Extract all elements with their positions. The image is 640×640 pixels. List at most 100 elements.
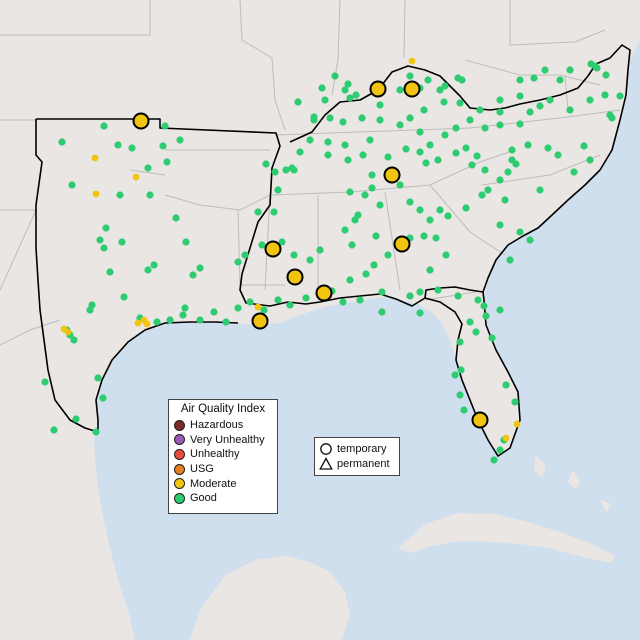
good-monitor-dot[interactable]	[496, 176, 504, 184]
good-monitor-dot[interactable]	[502, 381, 510, 389]
good-monitor-dot[interactable]	[496, 446, 504, 454]
good-monitor-dot[interactable]	[420, 232, 428, 240]
good-monitor-dot[interactable]	[270, 208, 278, 216]
good-monitor-dot[interactable]	[456, 99, 464, 107]
moderate-temporary-monitor[interactable]	[315, 284, 333, 302]
good-monitor-dot[interactable]	[351, 216, 359, 224]
good-monitor-dot[interactable]	[290, 251, 298, 259]
good-monitor-dot[interactable]	[302, 294, 310, 302]
good-monitor-dot[interactable]	[506, 256, 514, 264]
good-monitor-dot[interactable]	[416, 148, 424, 156]
good-monitor-dot[interactable]	[179, 311, 187, 319]
good-monitor-dot[interactable]	[326, 114, 334, 122]
good-monitor-dot[interactable]	[260, 306, 268, 314]
good-monitor-dot[interactable]	[70, 336, 78, 344]
good-monitor-dot[interactable]	[454, 292, 462, 300]
good-monitor-dot[interactable]	[120, 293, 128, 301]
good-monitor-dot[interactable]	[94, 374, 102, 382]
good-monitor-dot[interactable]	[181, 304, 189, 312]
good-monitor-dot[interactable]	[416, 128, 424, 136]
good-monitor-dot[interactable]	[96, 236, 104, 244]
good-monitor-dot[interactable]	[346, 188, 354, 196]
good-monitor-dot[interactable]	[159, 142, 167, 150]
moderate-monitor-dot[interactable]	[64, 328, 72, 336]
good-monitor-dot[interactable]	[501, 196, 509, 204]
good-monitor-dot[interactable]	[146, 191, 154, 199]
good-monitor-dot[interactable]	[468, 161, 476, 169]
good-monitor-dot[interactable]	[616, 92, 624, 100]
good-monitor-dot[interactable]	[480, 302, 488, 310]
good-monitor-dot[interactable]	[341, 226, 349, 234]
good-monitor-dot[interactable]	[473, 152, 481, 160]
good-monitor-dot[interactable]	[424, 76, 432, 84]
good-monitor-dot[interactable]	[481, 124, 489, 132]
good-monitor-dot[interactable]	[378, 308, 386, 316]
good-monitor-dot[interactable]	[541, 66, 549, 74]
good-monitor-dot[interactable]	[384, 251, 392, 259]
good-monitor-dot[interactable]	[100, 122, 108, 130]
good-monitor-dot[interactable]	[318, 84, 326, 92]
good-monitor-dot[interactable]	[587, 60, 595, 68]
good-monitor-dot[interactable]	[346, 276, 354, 284]
good-monitor-dot[interactable]	[182, 238, 190, 246]
good-monitor-dot[interactable]	[331, 72, 339, 80]
good-monitor-dot[interactable]	[481, 166, 489, 174]
good-monitor-dot[interactable]	[511, 398, 519, 406]
good-monitor-dot[interactable]	[241, 251, 249, 259]
good-monitor-dot[interactable]	[580, 142, 588, 150]
good-monitor-dot[interactable]	[484, 186, 492, 194]
good-monitor-dot[interactable]	[368, 171, 376, 179]
good-monitor-dot[interactable]	[441, 82, 449, 90]
good-monitor-dot[interactable]	[566, 66, 574, 74]
good-monitor-dot[interactable]	[434, 156, 442, 164]
good-monitor-dot[interactable]	[508, 146, 516, 154]
good-monitor-dot[interactable]	[496, 121, 504, 129]
good-monitor-dot[interactable]	[344, 80, 352, 88]
good-monitor-dot[interactable]	[490, 456, 498, 464]
good-monitor-dot[interactable]	[456, 338, 464, 346]
good-monitor-dot[interactable]	[196, 316, 204, 324]
good-monitor-dot[interactable]	[504, 168, 512, 176]
good-monitor-dot[interactable]	[466, 116, 474, 124]
good-monitor-dot[interactable]	[222, 318, 230, 326]
moderate-temporary-monitor[interactable]	[383, 166, 401, 184]
good-monitor-dot[interactable]	[384, 153, 392, 161]
good-monitor-dot[interactable]	[306, 256, 314, 264]
good-monitor-dot[interactable]	[432, 234, 440, 242]
good-monitor-dot[interactable]	[452, 149, 460, 157]
good-monitor-dot[interactable]	[586, 96, 594, 104]
good-monitor-dot[interactable]	[366, 136, 374, 144]
good-monitor-dot[interactable]	[442, 251, 450, 259]
good-monitor-dot[interactable]	[163, 158, 171, 166]
good-monitor-dot[interactable]	[306, 136, 314, 144]
good-monitor-dot[interactable]	[426, 216, 434, 224]
good-monitor-dot[interactable]	[536, 102, 544, 110]
good-monitor-dot[interactable]	[68, 181, 76, 189]
good-monitor-dot[interactable]	[196, 264, 204, 272]
good-monitor-dot[interactable]	[189, 271, 197, 279]
good-monitor-dot[interactable]	[150, 261, 158, 269]
good-monitor-dot[interactable]	[416, 206, 424, 214]
good-monitor-dot[interactable]	[294, 98, 302, 106]
good-monitor-dot[interactable]	[86, 306, 94, 314]
good-monitor-dot[interactable]	[346, 94, 354, 102]
moderate-monitor-dot[interactable]	[134, 319, 142, 327]
good-monitor-dot[interactable]	[72, 415, 80, 423]
moderate-temporary-monitor[interactable]	[369, 80, 387, 98]
good-monitor-dot[interactable]	[50, 426, 58, 434]
good-monitor-dot[interactable]	[362, 270, 370, 278]
good-monitor-dot[interactable]	[92, 428, 100, 436]
good-monitor-dot[interactable]	[526, 236, 534, 244]
good-monitor-dot[interactable]	[324, 138, 332, 146]
good-monitor-dot[interactable]	[426, 266, 434, 274]
good-monitor-dot[interactable]	[356, 296, 364, 304]
good-monitor-dot[interactable]	[352, 91, 360, 99]
good-monitor-dot[interactable]	[153, 318, 161, 326]
good-monitor-dot[interactable]	[462, 204, 470, 212]
moderate-monitor-dot[interactable]	[408, 57, 416, 65]
good-monitor-dot[interactable]	[512, 160, 520, 168]
good-monitor-dot[interactable]	[282, 166, 290, 174]
good-monitor-dot[interactable]	[296, 148, 304, 156]
good-monitor-dot[interactable]	[396, 121, 404, 129]
good-monitor-dot[interactable]	[176, 136, 184, 144]
